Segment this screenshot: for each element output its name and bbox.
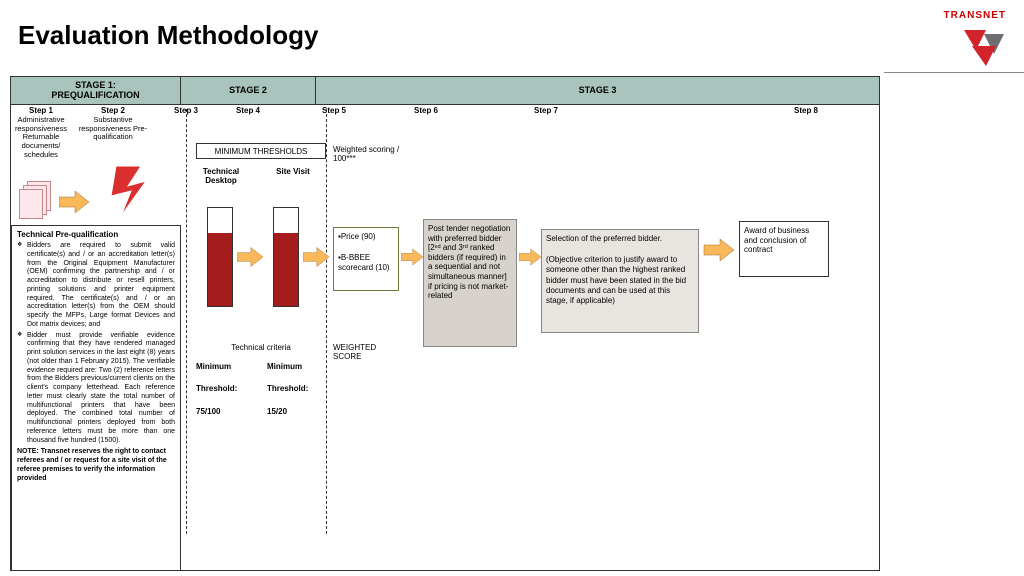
weighted-score-label: WEIGHTED SCORE <box>333 343 403 361</box>
step-6: Step 6 <box>411 105 491 143</box>
box-step7: Selection of the preferred bidder. (Obje… <box>541 229 699 333</box>
col-technical-desktop: Technical Desktop <box>191 167 251 185</box>
threshold-a: MinimumThreshold:75/100 <box>196 361 256 417</box>
arrow-bar-2 <box>303 247 329 267</box>
diagram-container: STAGE 1: PREQUALIFICATION STAGE 2 STAGE … <box>10 76 880 571</box>
bar-sitevisit <box>273 207 299 307</box>
bar-technical <box>207 207 233 307</box>
arrow-score <box>401 247 423 267</box>
brand-logo <box>962 28 1006 73</box>
step-5: Step 5 <box>319 105 389 143</box>
step-4: Step 4 <box>233 105 309 143</box>
stage-2: STAGE 2 <box>181 77 316 104</box>
arrow-6-7 <box>519 247 541 267</box>
step-2: Step 2Substantive responsiveness Pre-qua… <box>71 105 155 143</box>
steps-row: Step 1Administrative responsiveness Retu… <box>11 105 879 143</box>
brand-text: TRANSNET <box>944 10 1006 21</box>
stages-row: STAGE 1: PREQUALIFICATION STAGE 2 STAGE … <box>11 77 879 105</box>
divider-1 <box>186 109 187 534</box>
stage-3: STAGE 3 <box>316 77 879 104</box>
divider-2 <box>326 109 327 534</box>
threshold-b: MinimumThreshold:15/20 <box>267 361 327 417</box>
box-step6: Post tender negotiation with preferred b… <box>423 219 517 347</box>
step-1: Step 1Administrative responsiveness Retu… <box>11 105 71 143</box>
score-box: ▪Price (90) ▪B-BBEE scorecard (10) <box>333 227 399 291</box>
weighted-scoring-label: Weighted scoring / 100*** <box>333 145 413 163</box>
col-site-visit: Site Visit <box>263 167 323 176</box>
box-step8: Award of business and conclusion of cont… <box>739 221 829 277</box>
arrow-7-8 <box>703 239 735 261</box>
body-area: MINIMUM THRESHOLDS Technical Desktop Sit… <box>11 143 879 571</box>
technical-criteria-label: Technical criteria <box>196 343 326 352</box>
page-title: Evaluation Methodology <box>18 20 318 51</box>
technical-prequal-box: Technical Pre-qualification Bidders are … <box>11 225 181 571</box>
arrow-1 <box>59 191 89 213</box>
step-3: Step 3 <box>171 105 233 143</box>
step-8: Step 8 <box>791 105 871 143</box>
stage-1: STAGE 1: PREQUALIFICATION <box>11 77 181 104</box>
brand-divider <box>884 72 1024 73</box>
arrow-bar-1 <box>237 247 263 267</box>
lightning-icon <box>106 161 156 226</box>
step-7: Step 7 <box>531 105 671 143</box>
min-thresholds-box: MINIMUM THRESHOLDS <box>196 143 326 159</box>
